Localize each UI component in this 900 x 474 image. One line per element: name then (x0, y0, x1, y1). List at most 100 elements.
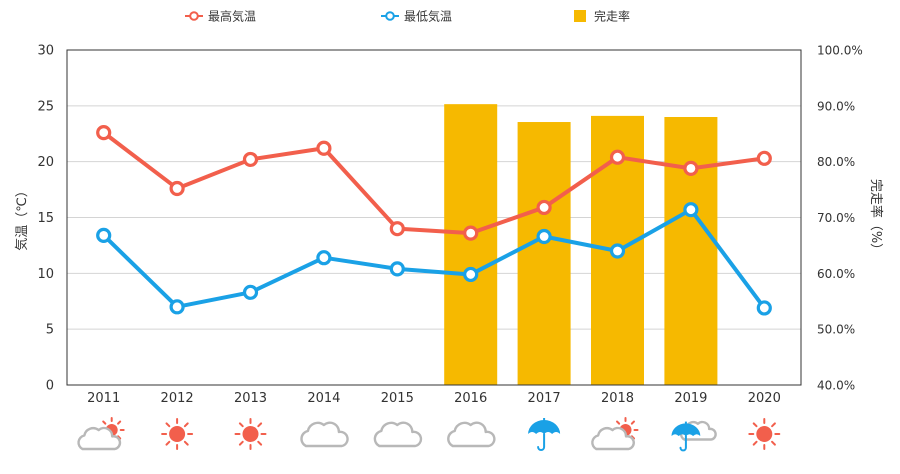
point-max-2012 (169, 180, 185, 197)
legend-marker-min (385, 11, 395, 21)
bar-rate-2017 (517, 122, 571, 386)
bar-rate-2019 (664, 117, 718, 385)
sun-disc (756, 426, 773, 442)
x-tick-label: 2015 (381, 391, 414, 406)
sun-ray (165, 440, 171, 446)
point-min-2014 (316, 250, 332, 266)
point-max-2014 (316, 140, 332, 156)
x-tick-label: 2016 (454, 391, 487, 406)
cloud-sun-icon (591, 417, 639, 451)
y-left-tick-label: 0 (46, 379, 54, 394)
y-right-tick-label: 100.0% (817, 44, 863, 58)
sun-icon (234, 418, 267, 450)
y-left-axis-title: 気温（℃） (14, 184, 30, 251)
y-left-tick-label: 25 (37, 99, 54, 114)
y-right-tick-label: 70.0% (817, 211, 855, 225)
sun-icon (748, 418, 781, 450)
y-right-axis-title: 完走率（%） (868, 179, 884, 256)
legend-swatch-rate (574, 10, 586, 22)
cloud-shape (373, 421, 423, 448)
point-min-2012 (169, 299, 185, 315)
y-right-tick-label: 80.0% (817, 155, 855, 169)
point-min-2016 (463, 266, 479, 283)
legend-item-rate: 完走率 (574, 9, 630, 24)
umbrella-canopy (671, 423, 701, 436)
sun-ray (165, 422, 171, 428)
sun-ray (630, 420, 635, 425)
series-line-max (102, 131, 765, 236)
legend-label-min: 最低気温 (404, 9, 452, 24)
sun-ray (771, 422, 776, 428)
x-tick-label: 2017 (528, 391, 561, 406)
legend-label-max: 最高気温 (208, 9, 256, 24)
umbrella-canopy (528, 420, 561, 434)
sun-ray (752, 440, 758, 446)
sun-ray (630, 435, 635, 440)
sun-ray (238, 422, 244, 428)
x-tick-label: 2020 (748, 391, 781, 406)
sun-ray (102, 420, 107, 425)
point-min-2011 (96, 227, 112, 243)
y-right-tick-label: 50.0% (817, 323, 855, 337)
sun-disc (242, 426, 259, 442)
cloud-shape (77, 426, 122, 451)
sun-ray (183, 422, 189, 428)
cloud-icon (373, 421, 423, 448)
legend-item-max: 最高気温 (185, 9, 256, 24)
point-min-2017 (536, 228, 552, 245)
point-max-2015 (389, 221, 405, 237)
point-min-2015 (389, 261, 405, 277)
series-line-min (102, 207, 766, 310)
legend-label-rate: 完走率 (594, 9, 630, 24)
sun-ray (183, 440, 189, 446)
y-left-tick-label: 30 (37, 44, 54, 59)
sun-ray (257, 440, 263, 446)
umbrella-icon (528, 418, 561, 451)
y-right-tick-label: 40.0% (817, 379, 855, 393)
umbrella-handle (537, 433, 546, 451)
point-min-2019 (683, 202, 699, 218)
point-max-2013 (242, 151, 259, 168)
point-max-2011 (96, 125, 112, 141)
plot-frame (66, 49, 802, 386)
y-left-tick-label: 15 (37, 211, 54, 226)
cloud-icon (300, 421, 349, 448)
cloud-icon (447, 421, 496, 448)
x-tick-label: 2014 (307, 391, 340, 406)
point-max-2020 (756, 150, 772, 166)
x-tick-label: 2019 (674, 391, 707, 406)
x-tick-label: 2018 (601, 391, 634, 406)
umbrella-handle (679, 435, 687, 452)
point-min-2020 (756, 300, 772, 316)
sun-ray (616, 420, 621, 425)
point-min-2013 (242, 284, 259, 300)
x-tick-label: 2012 (161, 391, 194, 406)
sun-ray (771, 440, 776, 446)
bar-rate-2016 (444, 104, 498, 386)
cloud-shape (591, 426, 635, 451)
sun-ray (117, 420, 122, 425)
sun-disc (169, 426, 186, 442)
y-right-tick-label: 60.0% (817, 267, 855, 281)
point-max-2017 (536, 199, 552, 216)
umbrella-cloud-icon (671, 420, 717, 452)
legend-marker-max (189, 11, 199, 21)
x-tick-label: 2011 (87, 391, 120, 406)
sun-icon (161, 418, 194, 450)
sun-ray (752, 422, 758, 428)
y-left-tick-label: 5 (46, 323, 54, 338)
sun-ray (238, 440, 244, 446)
y-right-tick-label: 90.0% (817, 99, 855, 113)
point-max-2016 (463, 225, 479, 241)
cloud-shape (300, 421, 349, 448)
y-left-tick-label: 20 (37, 155, 54, 170)
point-max-2019 (683, 160, 699, 176)
point-max-2018 (609, 149, 626, 165)
sun-ray (117, 435, 122, 440)
point-min-2018 (609, 243, 626, 259)
cloud-sun-icon (77, 417, 125, 451)
y-left-tick-label: 10 (37, 267, 54, 282)
legend-item-min: 最低気温 (381, 9, 452, 24)
